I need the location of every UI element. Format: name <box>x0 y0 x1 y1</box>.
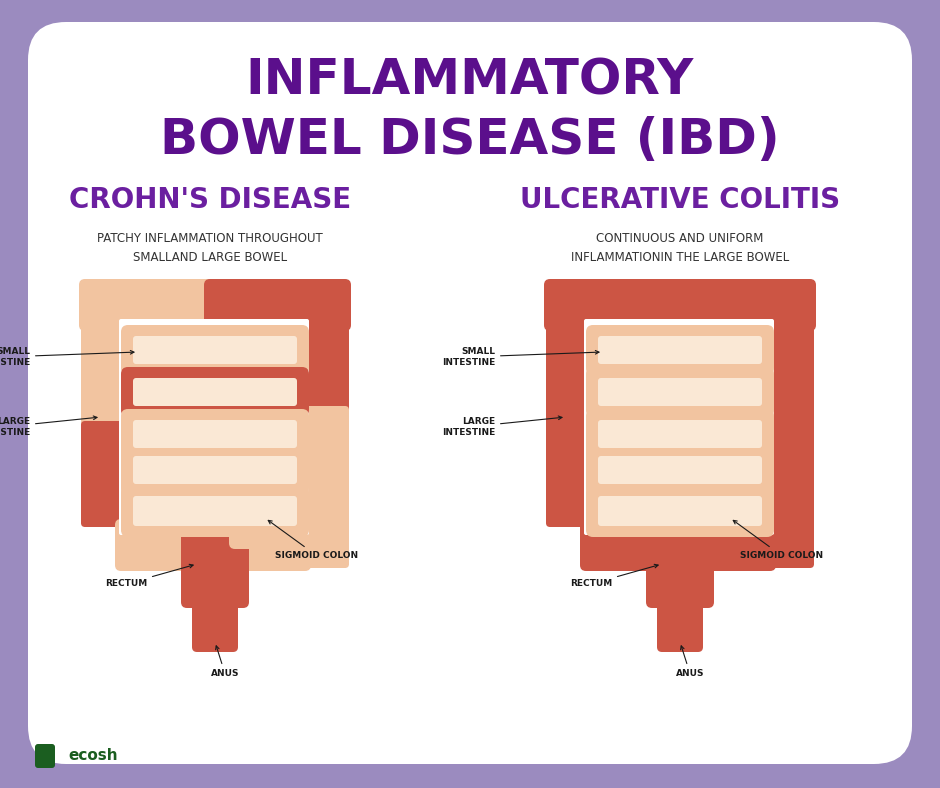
FancyBboxPatch shape <box>770 406 814 507</box>
FancyBboxPatch shape <box>305 313 349 414</box>
FancyBboxPatch shape <box>657 592 703 652</box>
FancyBboxPatch shape <box>584 319 774 535</box>
FancyBboxPatch shape <box>598 456 762 484</box>
FancyBboxPatch shape <box>770 499 814 568</box>
Text: @: @ <box>36 745 48 759</box>
FancyBboxPatch shape <box>192 592 238 652</box>
Text: PATCHY INFLAMMATION THROUGHOUT
SMALLAND LARGE BOWEL: PATCHY INFLAMMATION THROUGHOUT SMALLAND … <box>97 232 322 264</box>
FancyBboxPatch shape <box>133 336 297 364</box>
FancyBboxPatch shape <box>646 521 714 608</box>
FancyBboxPatch shape <box>669 279 816 331</box>
FancyBboxPatch shape <box>121 445 309 495</box>
FancyBboxPatch shape <box>181 521 249 608</box>
FancyBboxPatch shape <box>35 744 55 768</box>
FancyBboxPatch shape <box>133 420 297 448</box>
FancyBboxPatch shape <box>305 406 349 507</box>
FancyBboxPatch shape <box>133 378 297 406</box>
FancyBboxPatch shape <box>204 279 351 331</box>
Text: CROHN'S DISEASE: CROHN'S DISEASE <box>69 186 351 214</box>
FancyBboxPatch shape <box>133 456 297 484</box>
Text: LARGE
INTESTINE: LARGE INTESTINE <box>442 416 562 437</box>
FancyBboxPatch shape <box>133 496 297 526</box>
FancyBboxPatch shape <box>598 378 762 406</box>
FancyBboxPatch shape <box>115 519 311 571</box>
Text: RECTUM: RECTUM <box>104 564 193 589</box>
Text: RECTUM: RECTUM <box>570 564 658 589</box>
FancyBboxPatch shape <box>546 421 590 527</box>
FancyBboxPatch shape <box>586 409 774 459</box>
FancyBboxPatch shape <box>586 485 774 537</box>
FancyBboxPatch shape <box>770 313 814 414</box>
Text: SIGMOID COLON: SIGMOID COLON <box>268 520 358 560</box>
FancyBboxPatch shape <box>121 409 309 459</box>
FancyBboxPatch shape <box>121 367 309 417</box>
FancyBboxPatch shape <box>81 421 125 527</box>
FancyBboxPatch shape <box>79 279 216 331</box>
FancyBboxPatch shape <box>586 367 774 417</box>
Text: CONTINUOUS AND UNIFORM
INFLAMMATIONIN THE LARGE BOWEL: CONTINUOUS AND UNIFORM INFLAMMATIONIN TH… <box>571 232 789 264</box>
Text: SMALL
INTESTINE: SMALL INTESTINE <box>0 348 134 366</box>
Text: LARGE
INTESTINE: LARGE INTESTINE <box>0 416 97 437</box>
Text: ANUS: ANUS <box>211 646 240 678</box>
FancyBboxPatch shape <box>546 313 590 429</box>
FancyBboxPatch shape <box>544 279 681 331</box>
Text: BOWEL DISEASE (IBD): BOWEL DISEASE (IBD) <box>160 116 780 164</box>
FancyBboxPatch shape <box>121 325 309 375</box>
FancyBboxPatch shape <box>694 497 756 549</box>
FancyBboxPatch shape <box>580 519 776 571</box>
FancyBboxPatch shape <box>119 319 309 535</box>
FancyBboxPatch shape <box>598 496 762 526</box>
Text: ANUS: ANUS <box>676 646 704 678</box>
FancyBboxPatch shape <box>229 497 291 549</box>
FancyBboxPatch shape <box>586 445 774 495</box>
FancyBboxPatch shape <box>305 499 349 568</box>
FancyBboxPatch shape <box>586 325 774 375</box>
Text: INFLAMMATORY: INFLAMMATORY <box>246 56 694 104</box>
Text: SMALL
INTESTINE: SMALL INTESTINE <box>442 348 599 366</box>
FancyBboxPatch shape <box>598 336 762 364</box>
Text: ecosh: ecosh <box>68 748 118 763</box>
Text: ULCERATIVE COLITIS: ULCERATIVE COLITIS <box>520 186 840 214</box>
FancyBboxPatch shape <box>81 313 125 429</box>
FancyBboxPatch shape <box>598 420 762 448</box>
Text: SIGMOID COLON: SIGMOID COLON <box>733 520 823 560</box>
FancyBboxPatch shape <box>121 485 309 537</box>
FancyBboxPatch shape <box>28 22 912 764</box>
